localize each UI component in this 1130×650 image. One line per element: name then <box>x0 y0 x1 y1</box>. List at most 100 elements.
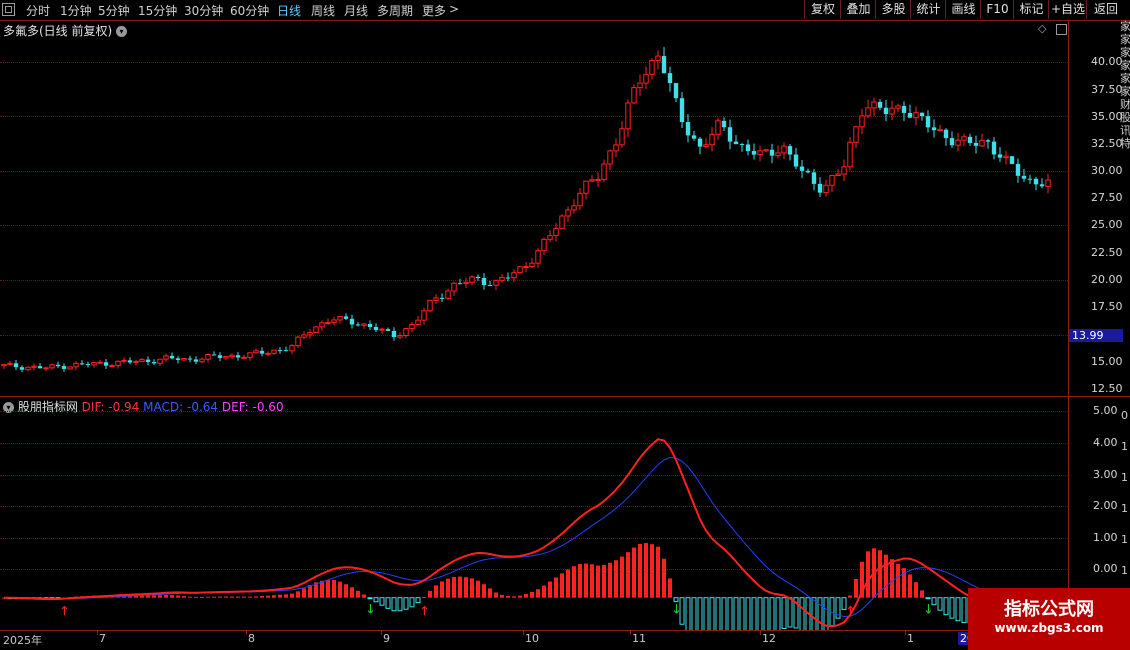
macd-bar <box>134 595 138 598</box>
draw-button[interactable]: 画线 <box>945 0 981 19</box>
xaxis-line <box>0 630 1068 631</box>
candle-body <box>775 152 781 157</box>
tab-daily[interactable]: 日线 <box>277 4 302 18</box>
candle-body <box>1003 155 1009 159</box>
macd-bar <box>590 564 594 598</box>
macd-bar <box>320 580 324 598</box>
candle-body <box>211 354 217 356</box>
tab-weekly[interactable]: 周线 <box>311 4 336 18</box>
candle-body <box>745 144 751 152</box>
macd-bar <box>391 597 397 612</box>
more-arrow-icon[interactable]: > <box>449 2 460 16</box>
candle-body <box>805 170 811 173</box>
candle-body <box>523 266 529 269</box>
candle-body <box>283 350 289 352</box>
tab-more[interactable]: 更多 <box>422 4 447 18</box>
top-toolbar: 分时 1分钟 5分钟 15分钟 30分钟 60分钟 日线 周线 月线 多周期 更… <box>0 0 1130 21</box>
tab-30min[interactable]: 30分钟 <box>184 4 224 18</box>
watermark-logo: 指标公式网 www.zbgs3.com <box>968 588 1130 650</box>
menu-icon[interactable] <box>2 3 15 16</box>
candle-body <box>907 112 913 118</box>
candle-body <box>769 149 775 156</box>
macd-bar <box>908 574 912 598</box>
candle-body <box>517 266 523 274</box>
tab-monthly[interactable]: 月线 <box>344 4 369 18</box>
collapse-icon[interactable]: ▾ <box>3 402 14 413</box>
macd-bar <box>673 597 679 603</box>
macd-bar <box>332 580 336 598</box>
candle-body <box>373 326 379 331</box>
candle-body <box>241 356 247 359</box>
xaxis-label: 9 <box>383 632 390 645</box>
grid-line <box>0 280 1068 281</box>
macd-bar <box>955 597 961 622</box>
f10-button[interactable]: F10 <box>980 0 1014 19</box>
candle-body <box>913 112 919 119</box>
macd-bar <box>961 597 967 624</box>
candle-body <box>355 324 361 326</box>
candle-body <box>553 227 559 237</box>
candlestick-chart[interactable] <box>0 20 1068 396</box>
candle-body <box>607 150 613 165</box>
candle-body <box>943 129 949 139</box>
macd-bar <box>230 596 234 598</box>
price-tick: 17.50 <box>1091 300 1123 313</box>
stats-button[interactable]: 统计 <box>910 0 946 19</box>
tab-1min[interactable]: 1分钟 <box>60 4 92 18</box>
tab-15min[interactable]: 15分钟 <box>138 4 178 18</box>
macd-chart[interactable]: ↑ ↓ ↑ ↓ ↑ ↓ <box>0 396 1068 630</box>
tab-5min[interactable]: 5分钟 <box>98 4 130 18</box>
candle-body <box>733 141 739 145</box>
macd-bar <box>584 563 588 598</box>
candle-body <box>157 358 163 364</box>
candle-body <box>175 358 181 361</box>
candle-body <box>391 330 397 338</box>
add-watchlist-button[interactable]: +自选 <box>1048 0 1087 19</box>
back-button[interactable]: 返回 <box>1086 0 1125 19</box>
candle-body <box>649 59 655 75</box>
macd-bar <box>835 597 841 619</box>
macd-bar <box>620 556 624 598</box>
info-sidebar[interactable]: 家家家家家家财股讯特 <box>1120 20 1130 396</box>
overlay-button[interactable]: 叠加 <box>840 0 876 19</box>
macd-bar <box>866 551 870 598</box>
macd-bar <box>733 597 739 630</box>
macd-tick: 3.00 <box>1093 468 1118 481</box>
macd-bar <box>362 594 366 598</box>
candle-body <box>1 363 7 367</box>
diamond-icon[interactable]: ◇ <box>1038 22 1047 35</box>
candle-body <box>361 323 367 326</box>
macd-bar <box>314 582 318 598</box>
macd-bar <box>224 596 228 598</box>
dropdown-icon[interactable]: ▾ <box>116 26 128 37</box>
macd-bar <box>679 597 685 625</box>
candle-body <box>589 179 595 182</box>
macd-bar <box>793 597 799 629</box>
xaxis-label: 8 <box>248 632 255 645</box>
candle-body <box>991 141 997 155</box>
macd-bar <box>896 563 900 598</box>
xaxis-label: 12 <box>762 632 776 645</box>
tab-60min[interactable]: 60分钟 <box>230 4 270 18</box>
tab-fenshi[interactable]: 分时 <box>26 4 51 18</box>
candle-body <box>661 56 667 74</box>
candle-body <box>109 365 115 368</box>
macd-bar <box>284 594 288 598</box>
sell-arrow-icon: ↓ <box>671 603 682 618</box>
window-icon[interactable] <box>1056 24 1067 35</box>
candle-body <box>511 272 517 279</box>
macd-bar <box>650 544 654 598</box>
tab-multi-period[interactable]: 多周期 <box>377 4 414 18</box>
fuquan-button[interactable]: 复权 <box>804 0 841 19</box>
macd-bar <box>415 597 421 604</box>
last-price-tag: 13.99 <box>1069 329 1123 342</box>
price-tick: 12.50 <box>1091 382 1123 395</box>
mark-button[interactable]: 标记 <box>1013 0 1049 19</box>
macd-bar <box>560 573 564 598</box>
macd-bar <box>638 543 642 598</box>
macd-bar <box>338 581 342 598</box>
macd-bar <box>272 595 276 598</box>
multi-stock-button[interactable]: 多股 <box>875 0 911 19</box>
macd-bar <box>440 581 444 598</box>
macd-bar <box>931 597 937 606</box>
